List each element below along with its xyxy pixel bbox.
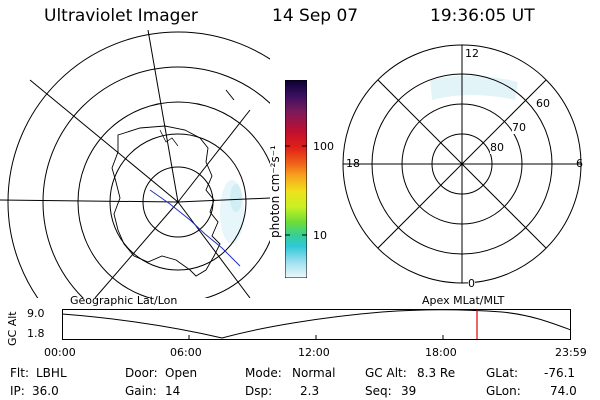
alt-y-tick-9: 9.0 bbox=[27, 307, 45, 320]
geo-aurora-emission bbox=[220, 180, 244, 244]
footer-gcalt-value: 8.3 Re bbox=[417, 366, 456, 380]
lat-label-80: 80 bbox=[490, 141, 504, 154]
mlt-label-0: 0 bbox=[468, 277, 475, 290]
lat-label-70: 70 bbox=[512, 121, 526, 134]
colorbar bbox=[285, 80, 307, 278]
geo-lat-circle bbox=[109, 133, 247, 271]
alt-x-tick-0600: 06:00 bbox=[170, 346, 202, 359]
footer-seq-label: Seq: bbox=[365, 384, 392, 398]
time-label: 19:36:05 UT bbox=[430, 6, 535, 26]
footer-glat-value: -76.1 bbox=[544, 366, 576, 380]
alt-x-tick-1800: 18:00 bbox=[425, 346, 457, 359]
footer-flt-label: Flt: bbox=[10, 366, 29, 380]
continent-outline bbox=[111, 125, 221, 277]
footer-dsp-value: 2.3 bbox=[300, 384, 320, 398]
mlt-label-18: 18 bbox=[346, 157, 360, 170]
footer-flt-value: LBHL bbox=[36, 366, 67, 380]
alt-y-tick-1.8: 1.8 bbox=[27, 327, 45, 340]
footer-glat-label: GLat: bbox=[486, 366, 519, 380]
instrument-title: Ultraviolet Imager bbox=[44, 6, 198, 26]
footer-gain-value: 14 bbox=[165, 384, 181, 398]
footer-mode-label: Mode: bbox=[245, 366, 282, 380]
alt-plot-ylabel: GC Alt bbox=[6, 311, 19, 346]
footer-mode-value: Normal bbox=[292, 366, 336, 380]
altitude-curve bbox=[62, 309, 572, 339]
geo-lat-circle bbox=[7, 31, 270, 298]
apex-panel-label: Apex MLat/MLT bbox=[422, 294, 505, 307]
date-label: 14 Sep 07 bbox=[272, 6, 359, 26]
footer-glon-value: 74.0 bbox=[550, 384, 577, 398]
footer-door-value: Open bbox=[165, 366, 198, 380]
footer-gcalt-label: GC Alt: bbox=[365, 366, 407, 380]
geo-panel-label: Geographic Lat/Lon bbox=[70, 294, 178, 307]
apex-diagonal-line bbox=[377, 79, 547, 249]
footer-ip-label: IP: bbox=[10, 384, 25, 398]
colorbar-tick-100: 100 bbox=[313, 140, 334, 153]
footer-glon-label: GLon: bbox=[486, 384, 521, 398]
footer-ip-value: 36.0 bbox=[32, 384, 59, 398]
apex-aurora-emission bbox=[430, 75, 518, 100]
colorbar-tick-10: 10 bbox=[313, 229, 327, 242]
colorbar-unit-label: photon cm⁻²s⁻¹ bbox=[268, 145, 282, 238]
alt-x-tick-0000: 00:00 bbox=[44, 346, 76, 359]
geo-lat-circle bbox=[42, 66, 270, 298]
satellite-ground-track bbox=[149, 189, 241, 267]
alt-x-tick-2359: 23:59 bbox=[555, 346, 587, 359]
footer-gain-label: Gain: bbox=[125, 384, 157, 398]
footer-seq-value: 39 bbox=[401, 384, 417, 398]
altitude-plot bbox=[62, 309, 572, 340]
geo-meridians bbox=[0, 30, 270, 298]
geographic-map bbox=[0, 30, 270, 298]
mlt-label-12: 12 bbox=[465, 47, 479, 60]
mlt-label-6: 6 bbox=[576, 157, 583, 170]
alt-x-tick-1200: 12:00 bbox=[298, 346, 330, 359]
apex-polar-plot bbox=[342, 44, 582, 284]
footer-door-label: Door: bbox=[125, 366, 158, 380]
lat-label-60: 60 bbox=[536, 97, 550, 110]
footer-dsp-label: Dsp: bbox=[245, 384, 273, 398]
geo-lat-circle bbox=[77, 101, 270, 298]
